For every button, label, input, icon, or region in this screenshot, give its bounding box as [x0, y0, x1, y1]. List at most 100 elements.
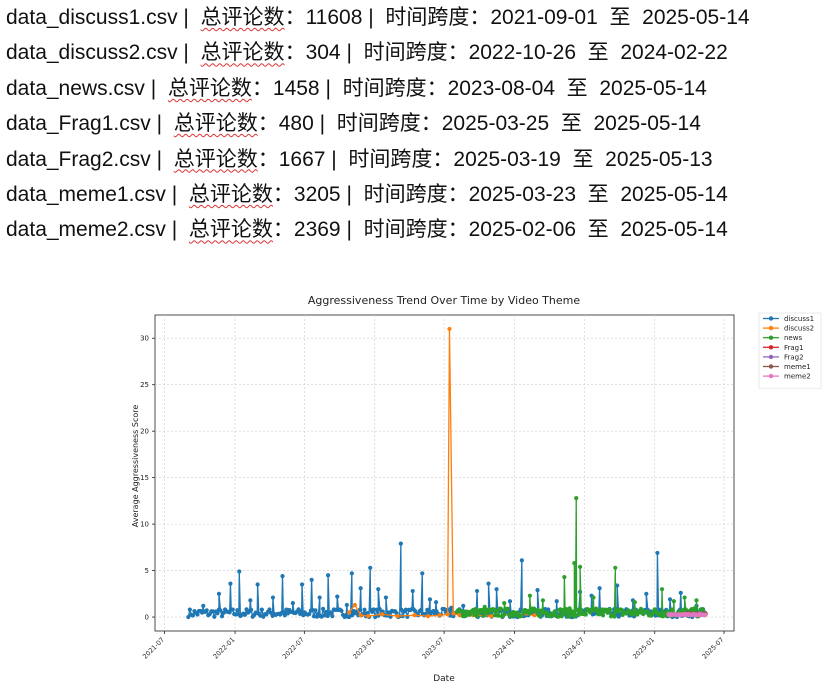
data-point	[299, 582, 305, 587]
data-point	[330, 613, 335, 619]
data-point	[527, 593, 532, 598]
legend-label: news	[784, 334, 802, 342]
chart-title: Aggressiveness Trend Over Time by Video …	[308, 294, 580, 307]
data-point	[383, 595, 389, 600]
data-point	[282, 613, 287, 618]
data-point	[644, 591, 649, 596]
end-date: 2025-05-14	[593, 112, 701, 136]
data-point	[235, 608, 240, 613]
data-point	[242, 612, 248, 617]
data-point	[449, 605, 454, 610]
data-point	[352, 602, 357, 608]
series-line-discuss2	[348, 328, 535, 617]
data-point	[613, 565, 618, 570]
data-point	[371, 607, 376, 612]
data-point	[216, 591, 222, 596]
data-point	[317, 595, 322, 600]
data-point	[437, 613, 442, 618]
data-point	[671, 599, 676, 604]
data-point	[328, 610, 333, 615]
x-axis-label: Date	[433, 674, 455, 684]
y-tick-label: 5	[145, 567, 149, 575]
data-point	[481, 613, 486, 618]
data-point	[284, 607, 289, 612]
data-point	[467, 612, 472, 617]
to-word: 至	[560, 112, 582, 136]
x-tick-label: 2022-07	[281, 636, 306, 661]
data-point	[313, 608, 318, 613]
data-point	[215, 611, 220, 616]
data-point	[563, 611, 568, 616]
data-point	[482, 604, 487, 609]
series-markers-discuss2	[347, 326, 537, 619]
series-line-discuss1	[187, 543, 706, 620]
to-word: 至	[566, 76, 588, 100]
data-point	[362, 607, 367, 612]
data-point	[281, 610, 286, 615]
data-point	[667, 597, 673, 602]
data-point	[597, 586, 602, 591]
to-word: 至	[609, 6, 631, 29]
data-point	[451, 611, 456, 616]
data-point	[212, 614, 217, 619]
data-point	[573, 613, 578, 618]
span-label: 时间跨度	[363, 218, 448, 242]
comment-count: 304	[305, 41, 341, 65]
data-point	[577, 564, 583, 569]
data-point	[486, 581, 491, 586]
count-label: 总评论数	[167, 76, 252, 100]
data-point	[398, 541, 403, 546]
data-point	[311, 614, 317, 619]
file-name: data_meme1.csv	[6, 182, 166, 206]
x-tick-label: 2025-07	[701, 636, 726, 661]
x-tick-label: 2024-01	[491, 636, 516, 661]
data-point	[379, 612, 385, 617]
data-point	[633, 608, 638, 613]
data-point	[403, 607, 408, 612]
csv-summary-line: data_discuss2.csv | 总评论数：304 | 时间跨度：2022…	[6, 41, 728, 65]
data-point	[457, 613, 462, 618]
start-date: 2025-03-19	[453, 147, 561, 171]
data-point	[583, 612, 588, 617]
data-point	[682, 595, 687, 600]
count-label: 总评论数	[173, 147, 258, 171]
to-word: 至	[587, 218, 609, 242]
end-date: 2025-05-14	[620, 218, 728, 242]
x-tick-label: 2024-07	[561, 636, 586, 661]
data-point	[325, 573, 331, 578]
data-point	[519, 613, 524, 618]
data-point	[615, 583, 620, 588]
series-markers-meme2	[666, 611, 708, 618]
x-tick-label: 2025-01	[631, 636, 656, 661]
end-date: 2025-05-14	[599, 76, 707, 100]
end-date: 2024-02-22	[620, 41, 728, 65]
comment-count: 3205	[293, 182, 341, 206]
data-point	[537, 614, 542, 619]
y-tick-label: 10	[140, 521, 149, 529]
legend-label: Frag2	[784, 353, 804, 361]
data-point	[502, 612, 507, 617]
data-point	[494, 608, 499, 613]
legend-label: Frag1	[784, 344, 804, 352]
csv-summary-line: data_discuss1.csv | 总评论数：11608 | 时间跨度：20…	[6, 6, 750, 29]
data-point	[335, 594, 340, 599]
end-date: 2025-05-14	[620, 182, 728, 206]
csv-summary-line: data_meme1.csv | 总评论数：3205 | 时间跨度：2025-0…	[6, 182, 728, 206]
data-point	[645, 609, 650, 615]
data-point	[255, 582, 260, 587]
data-point	[630, 612, 636, 617]
data-point	[237, 569, 242, 574]
legend-swatch-marker	[768, 354, 774, 360]
data-point	[347, 610, 352, 615]
legend-label: discuss2	[784, 325, 814, 333]
data-point	[427, 597, 433, 602]
csv-summary-line: data_meme2.csv | 总评论数：2369 | 时间跨度：2025-0…	[6, 218, 728, 242]
legend-swatch-marker	[768, 345, 774, 350]
data-point	[296, 607, 301, 612]
data-point	[532, 613, 537, 618]
data-point	[519, 558, 524, 563]
data-point	[433, 600, 439, 605]
data-point	[347, 614, 352, 620]
y-tick-label: 30	[140, 335, 149, 343]
x-tick-label: 2023-01	[351, 636, 376, 661]
